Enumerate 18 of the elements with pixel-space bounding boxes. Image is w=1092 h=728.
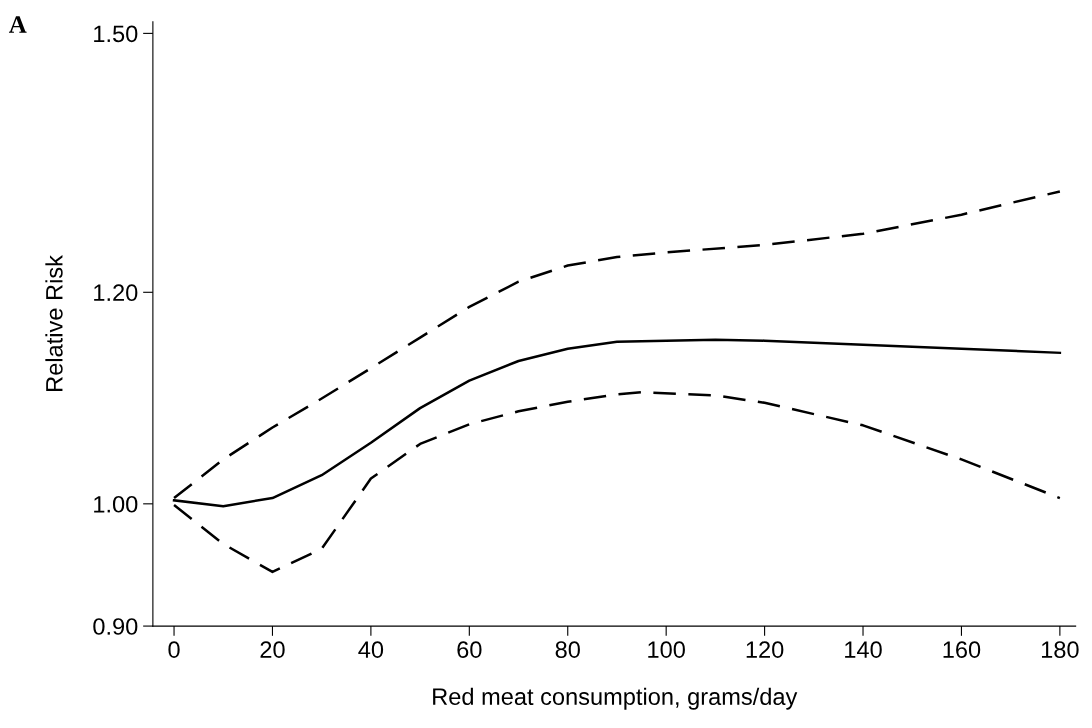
line-series xyxy=(172,390,1062,574)
x-tick-label: 140 xyxy=(845,641,882,659)
x-tick-label: 40 xyxy=(358,641,384,659)
x-tick-label: 60 xyxy=(457,641,482,659)
x-tick-label: 180 xyxy=(1041,641,1079,659)
y-tick-label: 1.00 xyxy=(94,495,138,513)
x-tick-label: 0 xyxy=(168,641,180,659)
y-tick-label: 1.20 xyxy=(94,284,138,302)
y-tick-label: 0.90 xyxy=(93,618,138,635)
y-axis-title: Relative Risk xyxy=(45,255,63,391)
text: A xyxy=(8,16,27,33)
y-tick-label: 1.50 xyxy=(94,25,138,43)
x-tick-label: 120 xyxy=(746,641,784,659)
x-tick-label: 160 xyxy=(943,641,981,659)
x-tick-label: 100 xyxy=(648,641,685,659)
x-tick-label: 80 xyxy=(555,641,580,659)
x-tick-label: 20 xyxy=(260,641,285,659)
x-axis-title: Red meat consumption, grams/day xyxy=(433,687,798,710)
